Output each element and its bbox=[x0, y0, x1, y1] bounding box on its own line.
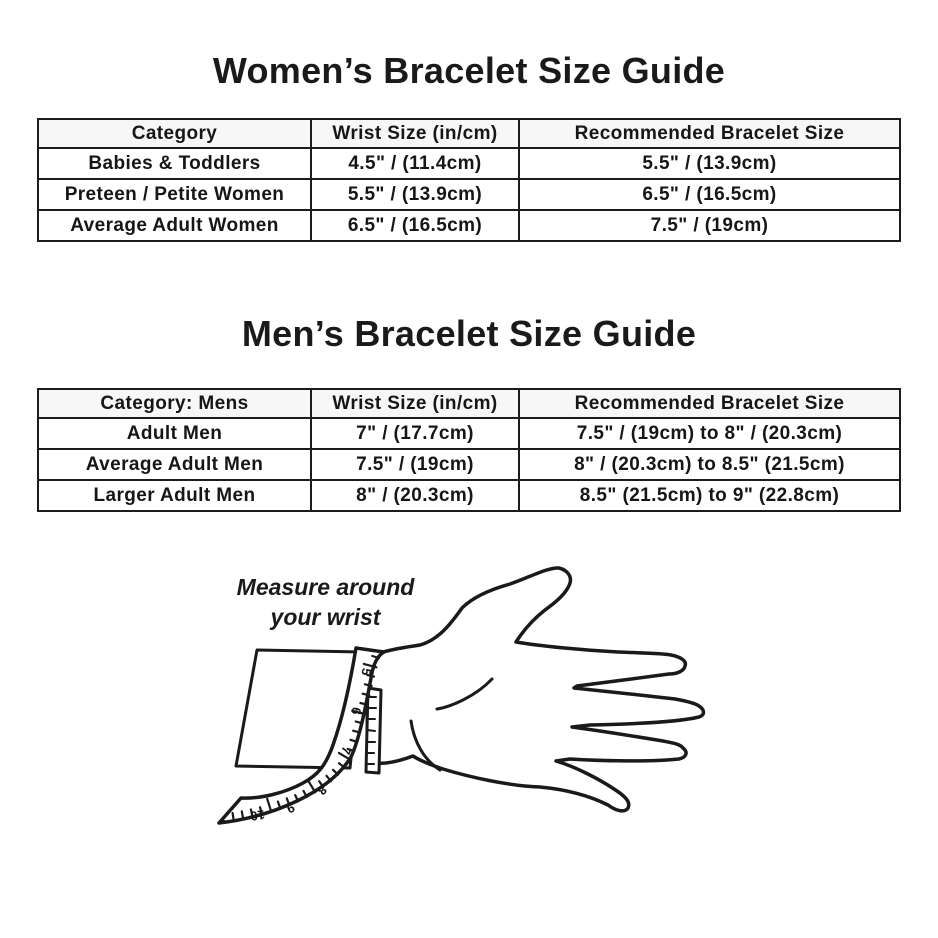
column-header-category: Category bbox=[37, 118, 312, 149]
tape-ruler-ticks bbox=[222, 654, 381, 823]
recommended-size-cell: 7.5" / (19cm) to 8" / (20.3cm) bbox=[518, 417, 901, 450]
table-row: Preteen / Petite Women 5.5" / (13.9cm) 6… bbox=[37, 178, 901, 211]
table-row: Babies & Toddlers 4.5" / (11.4cm) 5.5" /… bbox=[37, 147, 901, 180]
wrist-size-cell: 4.5" / (11.4cm) bbox=[310, 147, 520, 180]
column-header-recommended-size: Recommended Bracelet Size bbox=[518, 118, 901, 149]
table-row: Larger Adult Men 8" / (20.3cm) 8.5" (21.… bbox=[37, 479, 901, 512]
caption-line-1: Measure around bbox=[236, 574, 415, 600]
category-cell: Babies & Toddlers bbox=[37, 147, 312, 180]
hand-outline bbox=[365, 566, 706, 813]
recommended-size-cell: 5.5" / (13.9cm) bbox=[518, 147, 901, 180]
table-row: Adult Men 7" / (17.7cm) 7.5" / (19cm) to… bbox=[37, 417, 901, 450]
men-size-table: Category: Mens Wrist Size (in/cm) Recomm… bbox=[37, 388, 901, 512]
column-header-wrist-size: Wrist Size (in/cm) bbox=[310, 388, 520, 419]
women-guide-title: Women’s Bracelet Size Guide bbox=[212, 50, 726, 91]
recommended-size-cell: 6.5" / (16.5cm) bbox=[518, 178, 901, 211]
table-row: Average Adult Men 7.5" / (19cm) 8" / (20… bbox=[37, 448, 901, 481]
wrist-measuring-illustration: 5 6 7 8 9 10 bbox=[215, 555, 740, 890]
men-guide-title: Men’s Bracelet Size Guide bbox=[241, 313, 697, 354]
wrist-size-cell: 7.5" / (19cm) bbox=[310, 448, 520, 481]
thenar-crease bbox=[409, 719, 442, 772]
caption-line-2: your wrist bbox=[270, 604, 381, 630]
table-row: Average Adult Women 6.5" / (16.5cm) 7.5"… bbox=[37, 209, 901, 242]
palm-crease bbox=[435, 677, 494, 711]
column-header-wrist-size: Wrist Size (in/cm) bbox=[310, 118, 520, 149]
tape-number-5: 5 bbox=[358, 667, 374, 677]
column-header-category-mens: Category: Mens bbox=[37, 388, 312, 419]
tape-end-ticks bbox=[365, 696, 377, 765]
hand-with-tape-drawing: 5 6 7 8 9 10 bbox=[217, 566, 706, 825]
wrist-size-cell: 5.5" / (13.9cm) bbox=[310, 178, 520, 211]
wrist-size-cell: 8" / (20.3cm) bbox=[310, 479, 520, 512]
recommended-size-cell: 8" / (20.3cm) to 8.5" (21.5cm) bbox=[518, 448, 901, 481]
sleeve-shape bbox=[234, 648, 364, 770]
measure-instruction-caption: Measure around your wrist bbox=[218, 572, 433, 632]
category-cell: Average Adult Women bbox=[37, 209, 312, 242]
column-header-recommended-size: Recommended Bracelet Size bbox=[518, 388, 901, 419]
wrist-size-cell: 6.5" / (16.5cm) bbox=[310, 209, 520, 242]
category-cell: Preteen / Petite Women bbox=[37, 178, 312, 211]
tape-number-10: 10 bbox=[249, 807, 265, 824]
recommended-size-cell: 7.5" / (19cm) bbox=[518, 209, 901, 242]
women-size-table: Category Wrist Size (in/cm) Recommended … bbox=[37, 118, 901, 242]
men-table-header-row: Category: Mens Wrist Size (in/cm) Recomm… bbox=[37, 388, 901, 419]
category-cell: Adult Men bbox=[37, 417, 312, 450]
women-table-header-row: Category Wrist Size (in/cm) Recommended … bbox=[37, 118, 901, 149]
recommended-size-cell: 8.5" (21.5cm) to 9" (22.8cm) bbox=[518, 479, 901, 512]
tape-number-6: 6 bbox=[348, 706, 364, 716]
tape-number-7: 7 bbox=[338, 745, 355, 757]
category-cell: Larger Adult Men bbox=[37, 479, 312, 512]
category-cell: Average Adult Men bbox=[37, 448, 312, 481]
wrist-size-cell: 7" / (17.7cm) bbox=[310, 417, 520, 450]
